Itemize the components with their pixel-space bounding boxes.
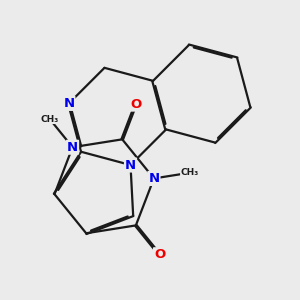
Text: CH₃: CH₃ xyxy=(181,168,199,177)
Text: CH₃: CH₃ xyxy=(40,115,59,124)
Text: N: N xyxy=(67,141,78,154)
Text: N: N xyxy=(148,172,160,185)
Text: N: N xyxy=(63,97,74,110)
Text: N: N xyxy=(125,158,136,172)
Text: O: O xyxy=(154,248,165,261)
Text: O: O xyxy=(130,98,141,111)
